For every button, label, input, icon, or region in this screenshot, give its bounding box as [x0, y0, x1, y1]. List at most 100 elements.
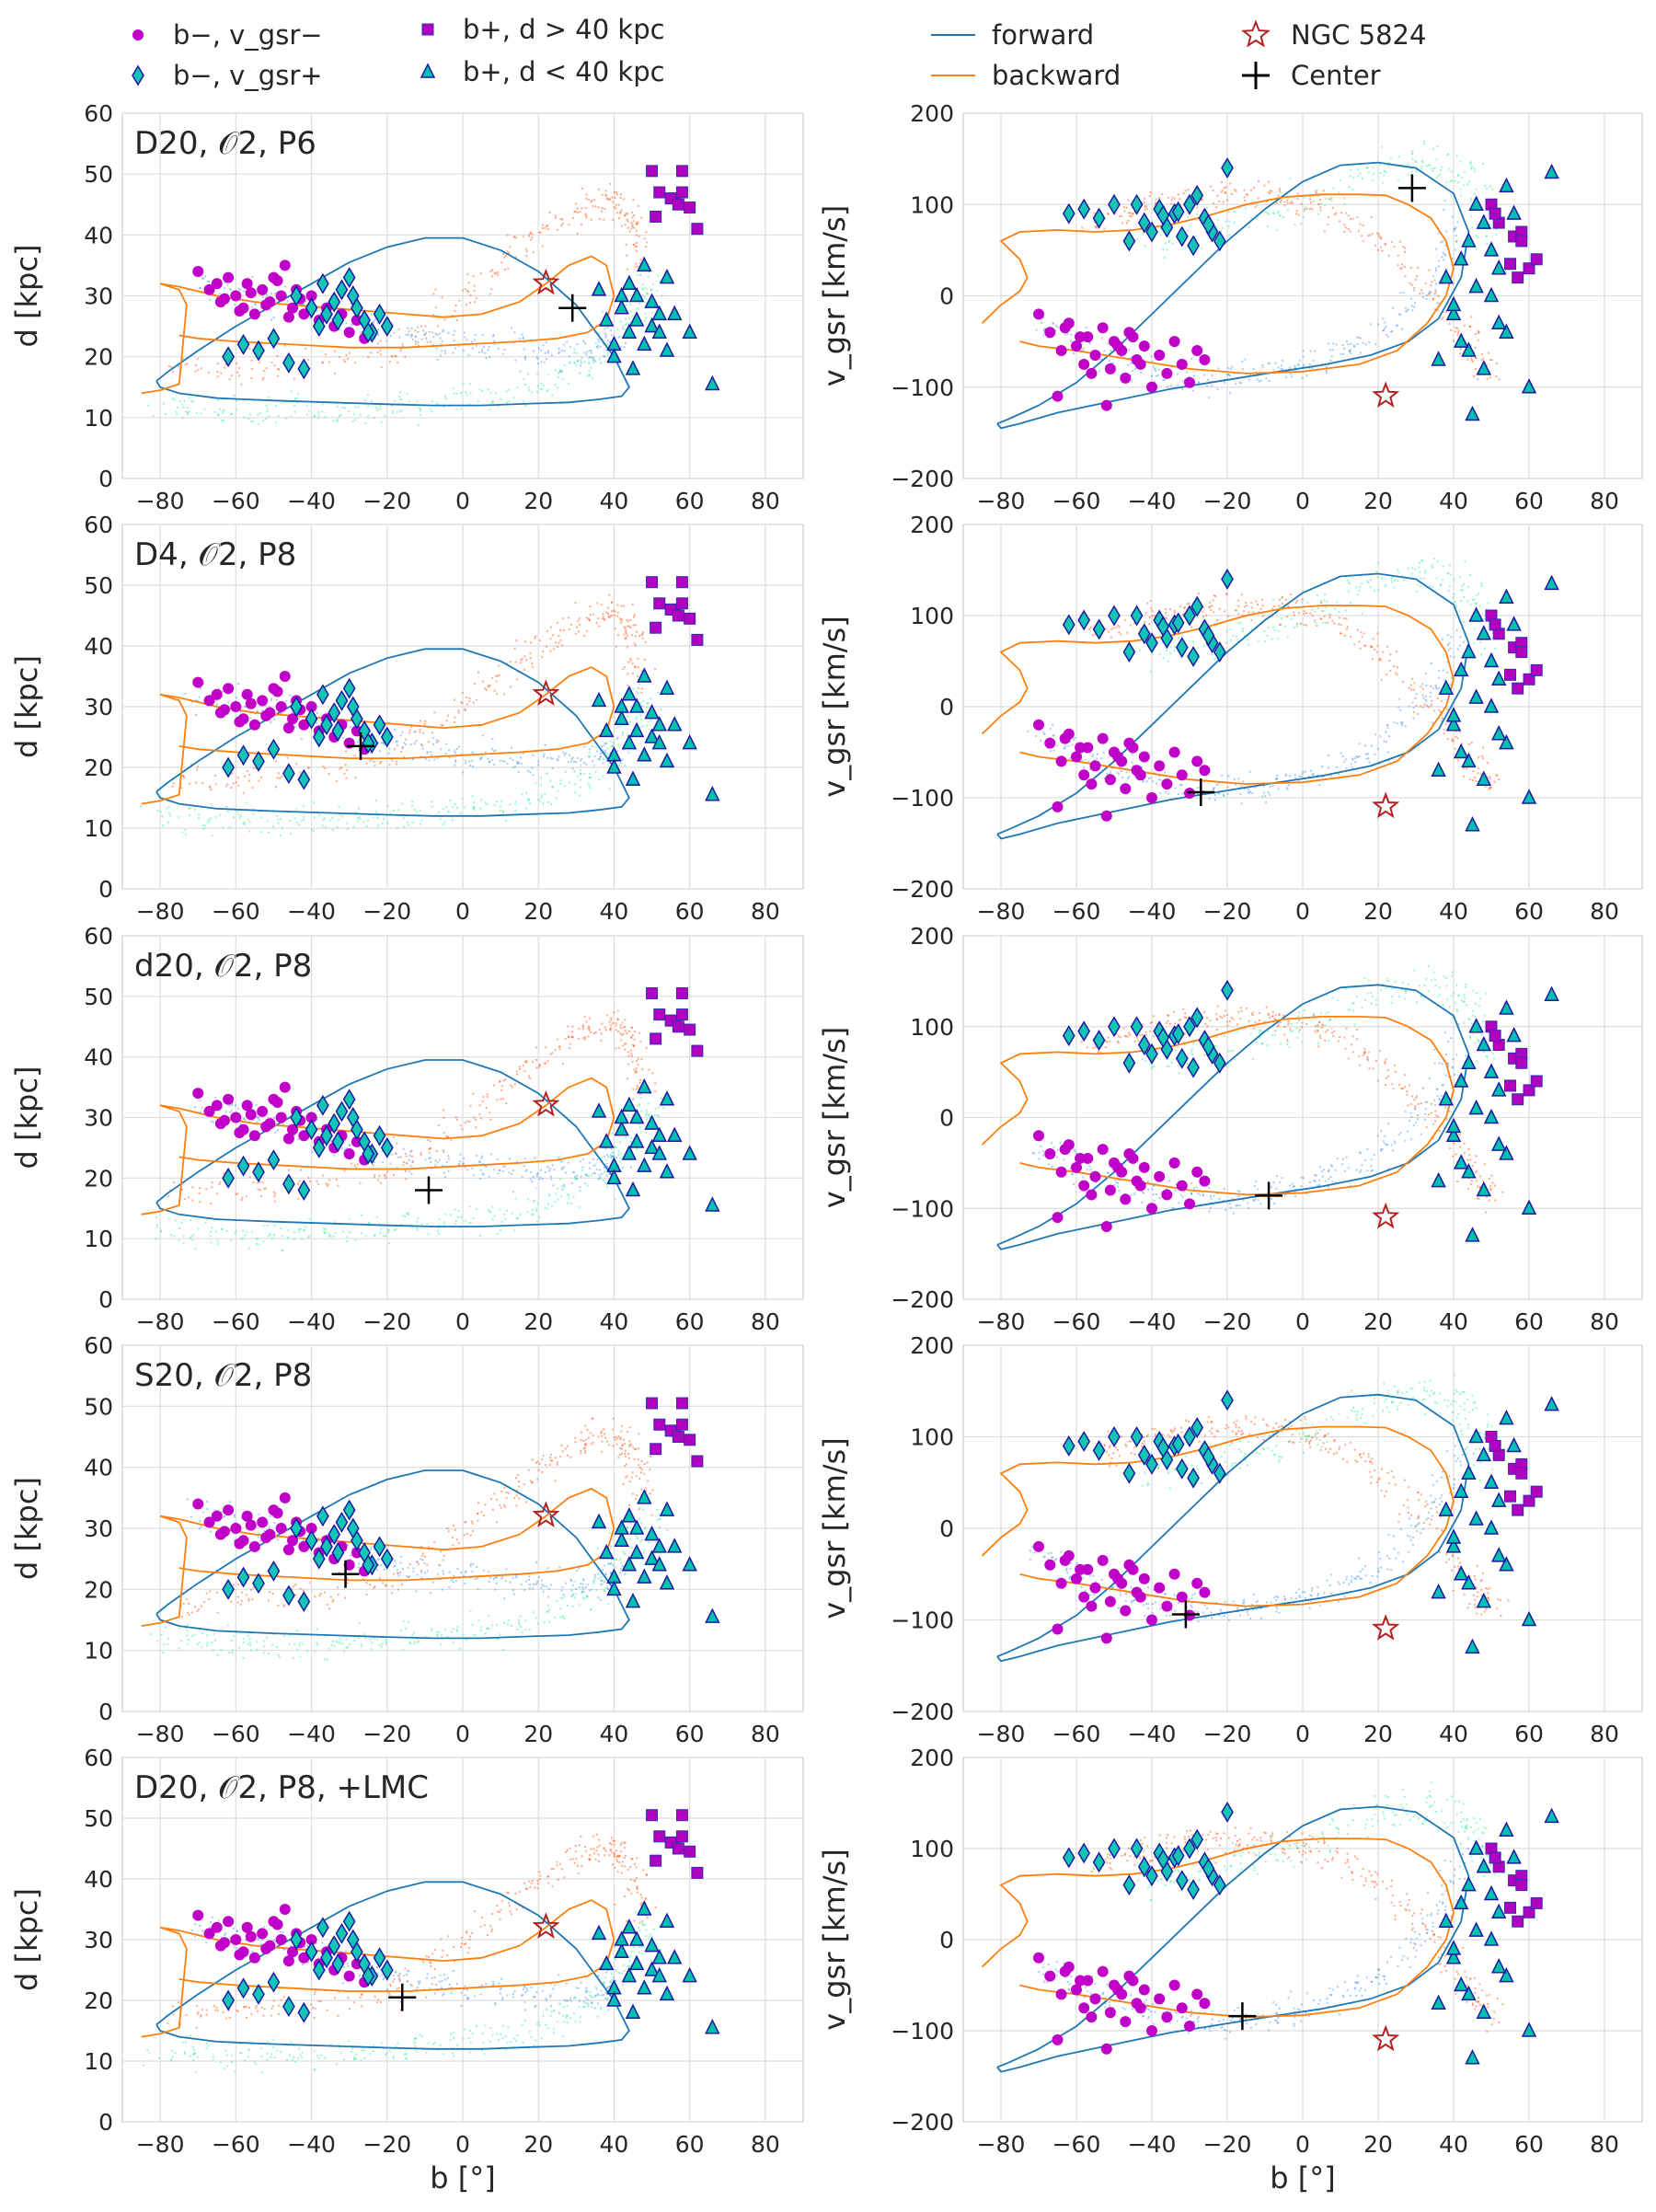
- sim-particle-orange: [431, 732, 433, 734]
- sim-particle-blue: [504, 761, 506, 763]
- sim-particle-blue: [201, 278, 203, 280]
- sim-particle-orange: [1311, 208, 1313, 210]
- sim-particle-blue: [519, 338, 521, 340]
- obs-circle: [1135, 359, 1146, 370]
- sim-particle-orange: [605, 612, 607, 614]
- x-tick-label: 60: [675, 1308, 705, 1335]
- sim-particle-green: [1454, 593, 1455, 595]
- sim-particle-orange: [443, 1110, 444, 1112]
- sim-particle-orange: [1118, 631, 1120, 633]
- sim-particle-green: [1373, 173, 1374, 175]
- sim-particle-green: [376, 1216, 378, 1218]
- sim-particle-orange: [1121, 215, 1122, 217]
- sim-particle-blue: [1072, 744, 1074, 746]
- sim-particle-blue: [1291, 375, 1293, 377]
- sim-particle-green: [291, 416, 293, 418]
- sim-particle-orange: [1378, 236, 1380, 237]
- sim-particle-blue: [1342, 353, 1344, 355]
- sim-particle-blue: [1398, 698, 1400, 700]
- sim-particle-orange: [1126, 632, 1128, 634]
- sim-particle-blue: [1370, 323, 1372, 325]
- sim-particle-green: [147, 405, 149, 407]
- sim-particle-green: [617, 1154, 619, 1156]
- sim-particle-orange: [597, 603, 599, 605]
- sim-particle-green: [268, 397, 270, 398]
- sim-particle-orange: [633, 244, 635, 246]
- sim-particle-orange: [293, 378, 295, 380]
- sim-particle-green: [1407, 163, 1409, 165]
- sim-particle-green: [314, 816, 316, 818]
- sim-particle-orange: [639, 1079, 641, 1081]
- sim-particle-orange: [173, 782, 175, 784]
- sim-particle-green: [639, 1126, 641, 1128]
- sim-particle-blue: [1388, 735, 1390, 737]
- sim-particle-orange: [1287, 202, 1289, 204]
- sim-particle-green: [437, 1230, 439, 1232]
- sim-particle-orange: [1282, 603, 1283, 605]
- sim-particle-orange: [589, 1018, 591, 1020]
- sim-particle-blue: [1100, 757, 1102, 759]
- sim-particle-blue: [1354, 761, 1356, 763]
- x-tick-label: −60: [212, 1308, 260, 1335]
- sim-particle-orange: [637, 658, 638, 660]
- sim-particle-blue: [391, 1154, 393, 1156]
- sim-particle-green: [1458, 610, 1460, 612]
- sim-particle-blue: [1052, 724, 1053, 726]
- sim-particle-blue: [444, 1176, 446, 1178]
- sim-particle-orange: [1198, 593, 1200, 594]
- sim-particle-orange: [211, 789, 213, 790]
- sim-particle-green: [1449, 564, 1451, 566]
- sim-particle-blue: [1434, 279, 1436, 281]
- sim-particle-blue: [488, 349, 489, 351]
- sim-particle-orange: [400, 1157, 402, 1158]
- sim-particle-orange: [171, 786, 173, 788]
- sim-particle-green: [275, 421, 277, 423]
- sim-particle-blue: [1281, 365, 1282, 367]
- sim-particle-green: [598, 778, 600, 780]
- sim-particle-orange: [1457, 332, 1459, 334]
- sim-particle-green: [500, 810, 501, 812]
- sim-particle-green: [1311, 609, 1313, 611]
- sim-particle-blue: [1379, 735, 1381, 737]
- sim-particle-green: [267, 410, 269, 412]
- sim-particle-green: [1476, 248, 1478, 249]
- sim-particle-orange: [345, 751, 347, 753]
- sim-particle-orange: [562, 1063, 564, 1065]
- sim-particle-green: [640, 1097, 642, 1099]
- sim-particle-orange: [636, 246, 638, 248]
- sim-particle-orange: [621, 618, 623, 620]
- sim-particle-orange: [192, 1200, 194, 1202]
- sim-particle-orange: [505, 1078, 507, 1080]
- sim-particle-orange: [613, 1011, 615, 1013]
- sim-particle-orange: [599, 1029, 601, 1031]
- sim-particle-blue: [374, 319, 376, 321]
- sim-particle-blue: [546, 341, 547, 343]
- sim-particle-blue: [393, 332, 395, 334]
- sim-particle-green: [450, 1214, 452, 1215]
- sim-particle-green: [401, 803, 403, 805]
- sim-particle-orange: [1312, 615, 1314, 616]
- sim-particle-green: [235, 1233, 236, 1235]
- sim-particle-orange: [1333, 623, 1335, 625]
- sim-particle-orange: [623, 605, 625, 607]
- sim-particle-green: [1448, 168, 1450, 170]
- sim-particle-green: [1350, 176, 1351, 178]
- sim-particle-orange: [535, 636, 536, 638]
- sim-particle-orange: [586, 194, 588, 196]
- sim-particle-orange: [1280, 624, 1282, 626]
- y-tick-label: −100: [891, 374, 954, 401]
- sim-particle-orange: [1404, 248, 1406, 249]
- sim-particle-green: [505, 820, 507, 822]
- sim-particle-green: [1435, 985, 1437, 986]
- sim-particle-orange: [347, 358, 349, 360]
- sim-particle-green: [1325, 622, 1327, 624]
- sim-particle-green: [1139, 650, 1141, 651]
- sim-particle-blue: [1177, 374, 1179, 375]
- sim-particle-green: [1408, 174, 1409, 176]
- sim-particle-orange: [415, 340, 417, 342]
- sim-particle-orange: [539, 1064, 541, 1066]
- sim-particle-green: [541, 797, 543, 799]
- sim-particle-orange: [430, 341, 431, 343]
